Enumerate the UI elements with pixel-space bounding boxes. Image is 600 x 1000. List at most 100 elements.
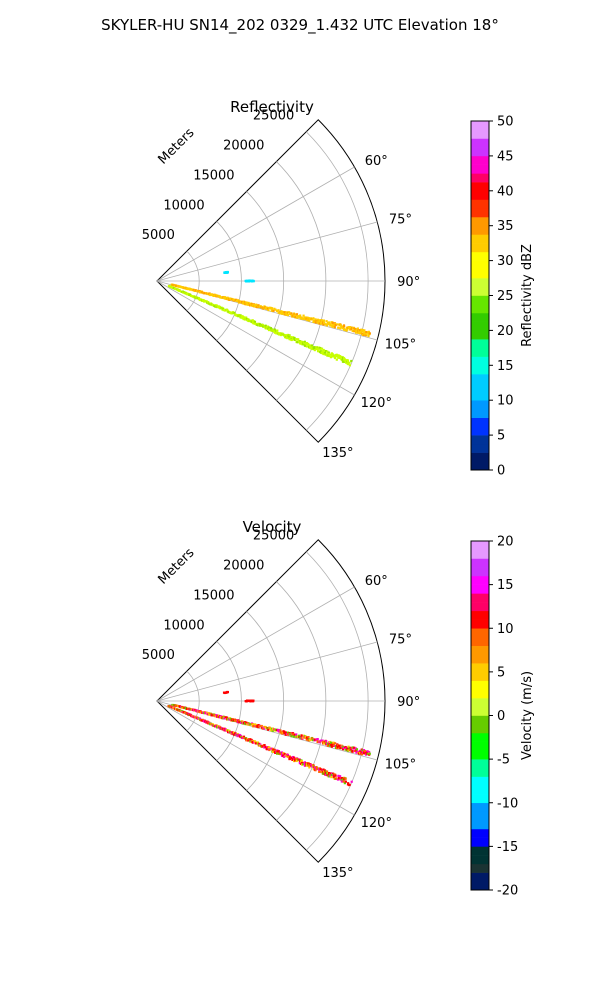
data-point [245,316,248,319]
data-point [364,750,367,754]
data-point [364,331,367,334]
data-point [311,737,314,740]
data-point [305,345,308,348]
data-point [346,747,349,750]
data-point [333,326,336,329]
data-point [277,309,280,312]
azimuth-tick-label: 75° [389,632,412,647]
data-point [368,752,371,755]
data-point [294,757,297,760]
data-point [328,354,331,358]
data-point [317,768,321,771]
colorbar-tick-label: -20 [497,884,518,899]
data-point [355,748,359,751]
data-point [283,730,286,733]
data-point [329,356,332,359]
data-point [267,308,270,312]
data-point [273,328,276,331]
data-point [223,296,227,299]
colorbar-segment [471,610,489,620]
azimuth-gridline [156,280,355,396]
panel-title: Reflectivity [230,98,314,116]
colorbar-segment [471,208,489,218]
range-ring [305,131,369,431]
data-point [295,759,298,763]
data-point [299,314,302,317]
data-point [328,744,332,747]
data-point [364,753,368,756]
colorbar-segment [471,400,489,410]
azimuth-tick-label: 75° [389,212,412,227]
azimuth-gridline [156,221,378,282]
data-point [332,772,335,775]
data-point [330,773,333,777]
colorbar-segment [471,654,489,664]
azimuth-tick-label: 60° [365,154,388,169]
data-point [288,311,291,314]
data-point [261,726,264,729]
colorbar-segment [471,408,489,418]
data-point [301,763,305,766]
data-point [328,773,331,776]
data-point [360,751,363,754]
panel-reflectivity: Reflectivity 5000 10000 15000 20000 25000 Mete… [142,98,535,479]
data-point [230,731,233,734]
data-point [258,323,261,326]
data-point [351,750,354,753]
data-point [300,759,303,763]
colorbar-segment [471,365,489,375]
colorbar-segment [471,129,489,139]
colorbar-segment [471,724,489,734]
range-ring [276,161,327,401]
data-point [286,753,289,757]
data-point [281,731,284,734]
data-point [243,301,247,304]
radial-tick-label: 10000 [163,618,204,633]
data-point [323,351,327,355]
range-ring [216,221,242,341]
data-point [305,738,308,741]
data-point [240,315,243,318]
data-point [309,738,313,741]
data-point [344,748,347,751]
data-point [274,308,277,311]
data-point [302,314,305,317]
colorbar-segment [471,549,489,559]
data-point [281,753,284,756]
data-point [269,327,273,330]
colorbar-segment [471,698,489,708]
data-point [307,739,311,742]
colorbar-segment [471,443,489,453]
data-point [327,351,330,354]
azimuth-tick-label: 135° [322,446,353,461]
data-point [277,333,281,336]
data-point [353,749,356,753]
data-point [336,778,340,781]
panel-title: Velocity [243,518,302,536]
data-point [303,761,307,764]
data-point [347,782,350,785]
colorbar-segment [471,155,489,165]
data-point [316,348,319,351]
colorbar-tick-label: -15 [497,840,518,855]
data-point [304,344,307,347]
data-point [319,768,322,771]
data-point [271,750,275,753]
data-point [253,322,257,325]
colorbar-tick-label: 50 [497,115,514,130]
data-point [232,719,235,722]
data-point [331,352,334,356]
data-point [334,323,337,327]
data-point [361,751,364,754]
colorbar-segment [471,593,489,603]
azimuth-gridline [156,586,355,702]
data-point [346,328,349,331]
azimuth-tick-label: 90° [397,695,420,710]
data-point [348,364,351,367]
colorbar-segment [471,347,489,357]
data-point [365,333,368,336]
data-point [264,726,268,729]
data-point [304,735,307,738]
colorbar-tick-label: -5 [497,753,510,768]
colorbar-segment [471,663,489,673]
